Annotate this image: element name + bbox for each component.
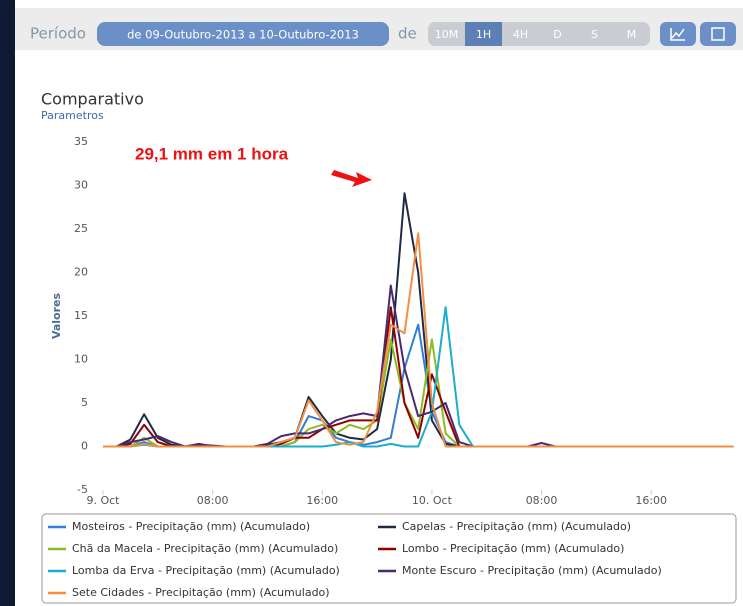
- de-label: de: [398, 25, 417, 43]
- y-tick-label: 5: [81, 396, 88, 409]
- y-tick-label: 20: [74, 266, 88, 279]
- table-view-button[interactable]: [700, 22, 736, 46]
- interval-label: S: [591, 28, 598, 41]
- legend-label: Lomba da Erva - Precipitação (mm) (Acumu…: [72, 564, 340, 577]
- y-tick-label: 30: [74, 179, 88, 192]
- y-tick-label: 10: [74, 353, 88, 366]
- legend-label: Lombo - Precipitação (mm) (Acumulado): [402, 542, 624, 555]
- legend-label: Sete Cidades - Precipitação (mm) (Acumul…: [72, 586, 330, 599]
- annotation: 29,1 mm em 1 hora: [135, 144, 289, 163]
- legend-label: Monte Escuro - Precipitação (mm) (Acumul…: [402, 564, 662, 577]
- x-tick-label: 10. Oct: [412, 494, 453, 507]
- x-tick-label: 16:00: [306, 494, 338, 507]
- y-tick-label: 35: [74, 135, 88, 148]
- y-tick-label: 0: [81, 440, 88, 453]
- x-tick-label: 16:00: [635, 494, 667, 507]
- chart-title: Comparativo: [41, 90, 144, 109]
- x-tick-label: 08:00: [197, 494, 229, 507]
- period-text: de 09-Outubro-2013 a 10-Outubro-2013: [127, 28, 359, 42]
- interval-label: M: [627, 28, 637, 41]
- screen: Período de 09-Outubro-2013 a 10-Outubro-…: [0, 0, 743, 606]
- interval-label: 10M: [435, 28, 459, 41]
- page: {"toolbar": {"period_label": "Período", …: [0, 0, 743, 606]
- legend-label: Chã da Macela - Precipitação (mm) (Acumu…: [72, 542, 338, 555]
- y-tick-label: 25: [74, 222, 88, 235]
- interval-label: 4H: [513, 28, 528, 41]
- legend-label: Mosteiros - Precipitação (mm) (Acumulado…: [72, 520, 310, 533]
- interval-label: D: [553, 28, 561, 41]
- y-axis-label: Valores: [50, 293, 63, 340]
- interval-label: 1H: [476, 28, 491, 41]
- y-tick-label: 15: [74, 309, 88, 322]
- legend-label: Capelas - Precipitação (mm) (Acumulado): [402, 520, 631, 533]
- x-tick-label: 9. Oct: [86, 494, 120, 507]
- interval-buttons: 10M 1H 4H D S M: [428, 22, 650, 46]
- x-tick-label: 08:00: [526, 494, 558, 507]
- chart-subtitle: Parametros: [41, 109, 104, 122]
- period-label: Período: [30, 25, 86, 43]
